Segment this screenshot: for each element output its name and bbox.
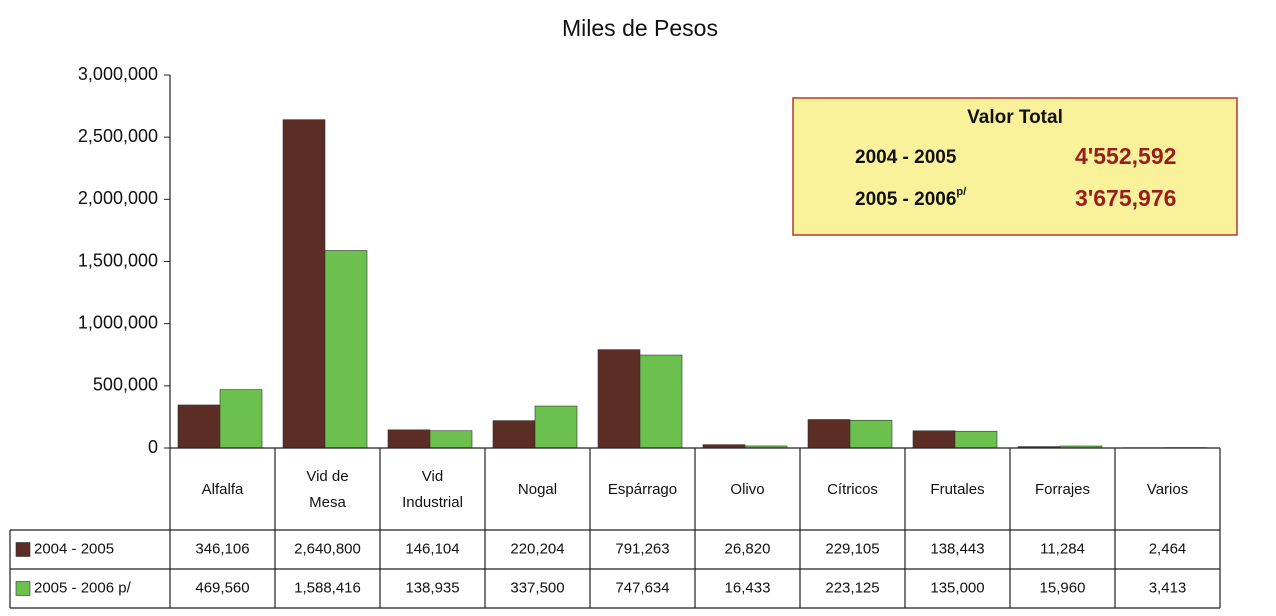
bar	[429, 430, 473, 449]
table-value: 220,204	[510, 540, 564, 557]
annotation-title: Valor Total	[967, 107, 1063, 128]
label-line: Industrial	[402, 494, 463, 511]
y-tick-label: 2,000,000	[78, 188, 158, 208]
y-tick-label: 3,000,000	[78, 64, 158, 84]
bar	[954, 430, 998, 449]
annotation-label: 2005 - 2006p/	[855, 186, 966, 210]
bar	[177, 404, 221, 449]
y-tick-label: 1,500,000	[78, 250, 158, 270]
x-tick-label: Frutales	[930, 481, 984, 498]
bar	[387, 429, 431, 449]
bar	[912, 430, 956, 449]
annotation-value: 3'675,976	[1075, 185, 1176, 211]
y-tick-label: 2,500,000	[78, 126, 158, 146]
x-tick-label: Olivo	[730, 481, 764, 498]
annotation-value: 4'552,592	[1075, 143, 1176, 169]
table-value: 1,588,416	[294, 579, 361, 596]
table-value: 146,104	[405, 540, 459, 557]
table-value: 346,106	[195, 540, 249, 557]
table-value: 138,935	[405, 579, 459, 596]
table-value: 16,433	[725, 579, 771, 596]
bar	[849, 419, 893, 449]
legend-label: 2005 - 2006 p/	[34, 579, 132, 596]
annotation-box	[792, 97, 1238, 236]
label-line: Vid de	[306, 468, 348, 485]
table-value: 2,640,800	[294, 540, 361, 557]
table-value: 11,284	[1040, 540, 1085, 557]
annotation-sup: p/	[956, 186, 966, 198]
bar	[807, 419, 851, 449]
bar	[492, 420, 536, 449]
x-tick-label: Varios	[1147, 481, 1188, 498]
table-value: 469,560	[195, 579, 249, 596]
x-tick-label: Espárrago	[608, 481, 677, 498]
bar	[219, 389, 263, 449]
table-value: 229,105	[825, 540, 879, 557]
x-tick-label: Alfalfa	[202, 481, 244, 498]
chart-title: Miles de Pesos	[562, 15, 718, 41]
y-tick-label: 0	[148, 437, 158, 457]
bar	[597, 349, 641, 449]
y-tick-label: 1,000,000	[78, 312, 158, 332]
x-tick-label: Nogal	[518, 481, 557, 498]
x-tick-label: Cítricos	[827, 481, 878, 498]
bar	[534, 405, 578, 449]
bar	[324, 250, 368, 449]
table-value: 791,263	[615, 540, 669, 557]
annotation-label: 2004 - 2005	[855, 147, 957, 168]
bar	[639, 354, 683, 449]
label-line: Vid	[422, 468, 443, 485]
table-value: 223,125	[825, 579, 879, 596]
label-line: Mesa	[309, 494, 346, 511]
y-tick-label: 500,000	[93, 375, 158, 395]
legend-label: 2004 - 2005	[34, 540, 114, 557]
table-value: 337,500	[510, 579, 564, 596]
table-value: 26,820	[725, 540, 771, 557]
legend-swatch	[15, 581, 31, 596]
table-value: 2,464	[1149, 540, 1187, 557]
x-tick-label: Vid de Mesa	[306, 468, 348, 511]
legend-swatch	[15, 542, 31, 557]
table-value: 15,960	[1040, 579, 1086, 596]
table-value: 747,634	[615, 579, 669, 596]
x-tick-label: Forrajes	[1035, 481, 1090, 498]
table-value: 3,413	[1149, 579, 1187, 596]
table-value: 138,443	[930, 540, 984, 557]
bar	[282, 119, 326, 449]
x-tick-label: Vid Industrial	[402, 468, 463, 511]
table-value: 135,000	[930, 579, 984, 596]
